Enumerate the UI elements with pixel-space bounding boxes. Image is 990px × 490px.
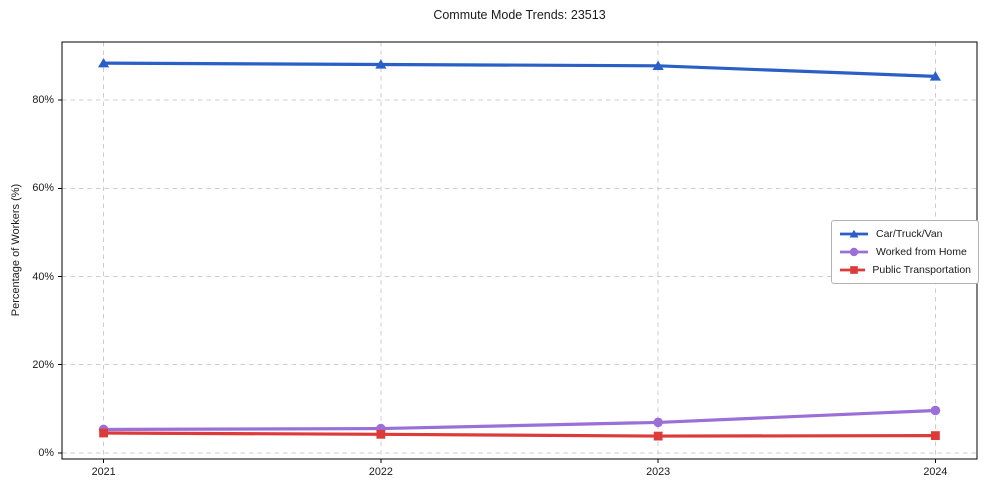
y-tick-label: 40%	[32, 270, 54, 283]
y-tick-label: 20%	[32, 358, 54, 371]
plot-background	[62, 42, 977, 459]
series-line-public-transportation	[103, 431, 936, 438]
legend-label: Car/Truck/Van	[876, 228, 943, 240]
y-tick-label: 60%	[32, 182, 54, 195]
chart-title: Commute Mode Trends: 23513	[433, 8, 606, 22]
legend-square-marker-icon	[840, 266, 866, 274]
data-point-square	[931, 431, 940, 441]
legend-circle-marker-icon	[840, 247, 868, 257]
legend-item-worked-from-home: Worked from Home	[839, 245, 971, 259]
data-point-triangle	[652, 60, 664, 71]
data-point-triangle	[97, 57, 110, 68]
legend-label: Worked from Home	[876, 246, 967, 258]
y-tick-label: 80%	[32, 94, 54, 107]
legend-label: Public Transportation	[872, 264, 971, 276]
legend-item-car-truck-van: Car/Truck/Van	[839, 227, 971, 241]
x-tick-label: 2023	[646, 466, 671, 478]
data-point-triangle	[375, 59, 387, 69]
x-tick-label: 2022	[368, 466, 393, 478]
y-tick-label: 0%	[38, 446, 54, 459]
legend-triangle-marker-icon	[840, 229, 868, 238]
x-tick-label: 2021	[91, 466, 116, 478]
data-point-triangle	[929, 71, 942, 81]
x-tick-label: 2024	[923, 466, 948, 478]
data-point-square	[653, 431, 663, 441]
data-point-circle	[930, 405, 941, 416]
series-line-worked-from-home	[103, 408, 936, 432]
data-point-square	[99, 428, 108, 438]
legend-item-public-transportation: Public Transportation	[839, 263, 971, 277]
data-point-square	[376, 429, 386, 439]
data-point-circle	[653, 417, 663, 428]
series-line-car-truck-van	[103, 61, 936, 78]
legend: Car/Truck/Van Worked from Home Public Tr…	[831, 220, 979, 284]
